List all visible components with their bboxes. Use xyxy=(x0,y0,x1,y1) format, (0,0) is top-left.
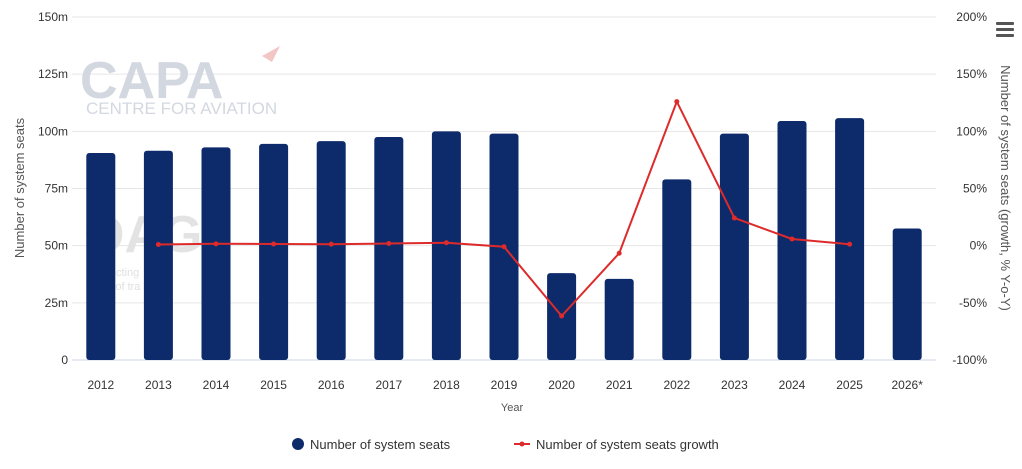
bar-seats[interactable] xyxy=(892,228,922,360)
y-axis-ticks: 0 25m 50m 75m 100m 125m 150m xyxy=(38,10,68,367)
watermark-brand: CAPA xyxy=(80,52,223,110)
y-tick-label: 75m xyxy=(45,182,68,196)
menu-bar xyxy=(996,28,1014,31)
hamburger-menu-icon[interactable] xyxy=(996,22,1014,38)
x-tick-label: 2023 xyxy=(721,378,748,392)
growth-point[interactable] xyxy=(271,241,277,247)
growth-point[interactable] xyxy=(501,244,507,250)
legend: Number of system seats Number of system … xyxy=(292,437,719,452)
growth-point[interactable] xyxy=(559,313,565,319)
bar-seats[interactable] xyxy=(604,278,634,360)
x-tick-label: 2012 xyxy=(87,378,114,392)
bar-seats[interactable] xyxy=(259,143,289,360)
growth-point[interactable] xyxy=(155,242,161,248)
growth-point[interactable] xyxy=(443,240,449,246)
y2-axis-title: Number of system seats (growth, % Y-o-Y) xyxy=(998,65,1013,311)
x-tick-label: 2018 xyxy=(433,378,460,392)
legend-item-seats[interactable]: Number of system seats xyxy=(292,437,451,452)
growth-point[interactable] xyxy=(213,241,219,247)
legend-item-growth[interactable]: Number of system seats growth xyxy=(514,437,719,452)
x-tick-label: 2014 xyxy=(203,378,230,392)
y2-tick-label: 50% xyxy=(963,182,987,196)
legend-bar-marker xyxy=(292,438,304,450)
bars-layer xyxy=(86,118,922,360)
y-tick-label: 50m xyxy=(45,239,68,253)
y2-tick-label: 150% xyxy=(956,67,987,81)
x-axis-title: Year xyxy=(501,402,524,414)
bar-seats[interactable] xyxy=(719,133,749,360)
y2-tick-label: -100% xyxy=(952,353,987,367)
x-tick-label: 2015 xyxy=(260,378,287,392)
x-tick-label: 2024 xyxy=(779,378,806,392)
legend-line-dot xyxy=(519,441,525,447)
y-tick-label: 25m xyxy=(45,296,68,310)
growth-point[interactable] xyxy=(616,250,622,256)
legend-label-growth: Number of system seats growth xyxy=(536,437,719,452)
bar-seats[interactable] xyxy=(835,118,865,360)
x-tick-label: 2016 xyxy=(318,378,345,392)
growth-line-layer xyxy=(155,99,853,319)
x-tick-label: 2026* xyxy=(892,378,924,392)
bar-seats[interactable] xyxy=(431,131,461,360)
y2-tick-label: 200% xyxy=(956,10,987,24)
legend-label-seats: Number of system seats xyxy=(310,437,451,452)
growth-point[interactable] xyxy=(789,236,795,242)
menu-bar xyxy=(996,34,1014,37)
y-tick-label: 150m xyxy=(38,10,68,24)
y-tick-label: 0 xyxy=(61,353,68,367)
y-axis-title: Number of system seats xyxy=(12,117,27,258)
x-tick-label: 2022 xyxy=(663,378,690,392)
bar-seats[interactable] xyxy=(143,150,173,360)
y-tick-label: 125m xyxy=(38,67,68,81)
bar-seats[interactable] xyxy=(316,141,346,360)
y-tick-label: 100m xyxy=(38,124,68,138)
growth-point[interactable] xyxy=(674,99,680,105)
y2-tick-label: 0% xyxy=(970,239,988,253)
x-tick-label: 2021 xyxy=(606,378,633,392)
growth-point[interactable] xyxy=(847,241,853,247)
menu-bar xyxy=(996,22,1014,25)
x-tick-label: 2025 xyxy=(836,378,863,392)
x-tick-label: 2019 xyxy=(491,378,518,392)
bar-seats[interactable] xyxy=(201,147,231,360)
x-tick-label: 2020 xyxy=(548,378,575,392)
x-tick-label: 2017 xyxy=(375,378,402,392)
growth-point[interactable] xyxy=(328,241,334,247)
growth-point[interactable] xyxy=(731,215,737,221)
watermark-brand-sub: CENTRE FOR AVIATION xyxy=(86,99,277,118)
bar-seats[interactable] xyxy=(86,153,116,360)
plane-icon xyxy=(262,46,280,62)
y2-tick-label: -50% xyxy=(959,296,987,310)
bar-seats[interactable] xyxy=(374,137,404,360)
x-axis-ticks: 2012 2013 2014 2015 2016 2017 2018 2019 2020 2021… xyxy=(87,378,923,392)
growth-point[interactable] xyxy=(386,240,392,246)
y2-axis-ticks: -100% -50% 0% 50% 100% 150% 200% xyxy=(952,10,987,367)
bar-seats[interactable] xyxy=(662,179,692,360)
y2-tick-label: 100% xyxy=(956,124,987,138)
x-tick-label: 2013 xyxy=(145,378,172,392)
